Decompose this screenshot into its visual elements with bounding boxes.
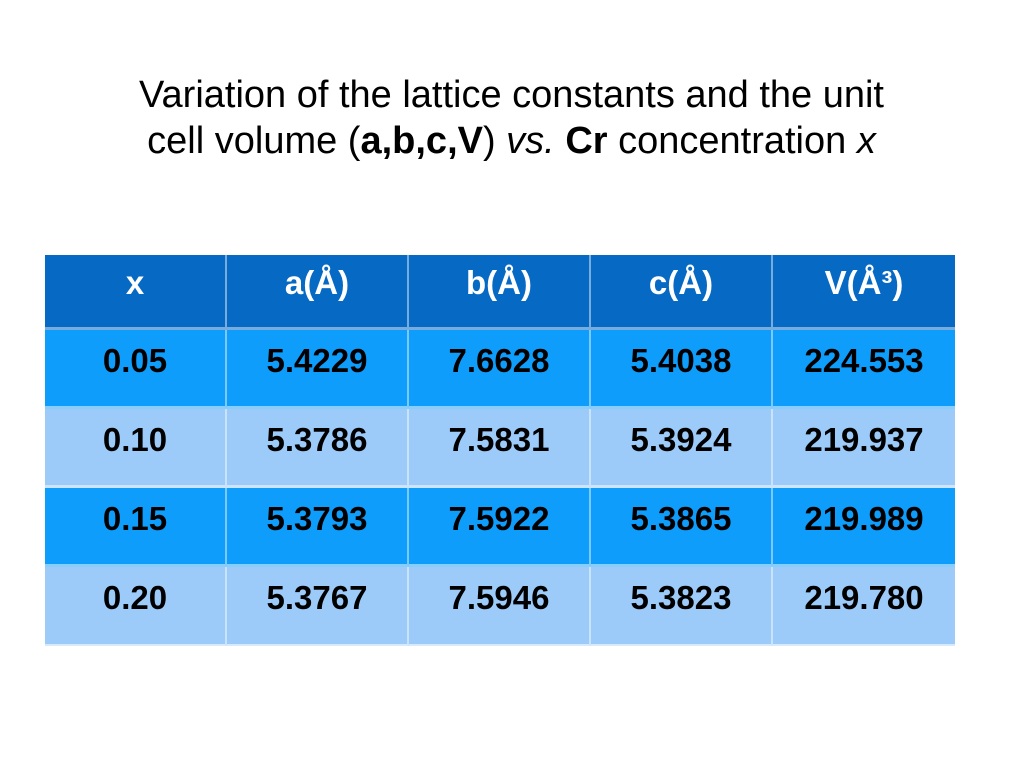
title-text-abcv: a,b,c,V xyxy=(360,120,483,162)
column-header-c: c(Å) xyxy=(591,255,773,330)
cell-x: 0.05 xyxy=(45,330,227,409)
title-text-vs: vs. xyxy=(495,120,566,162)
title-text-close-paren: ) xyxy=(482,120,496,162)
lattice-constants-table: x a(Å) b(Å) c(Å) V(Å³) 0.05 5.4229 7.662… xyxy=(45,255,955,646)
table-row-x015: 0.15 5.3793 7.5922 5.3865 219.989 xyxy=(45,488,955,567)
cell-c: 5.3924 xyxy=(591,409,773,488)
column-header-b: b(Å) xyxy=(409,255,591,330)
table-row-x005: 0.05 5.4229 7.6628 5.4038 224.553 xyxy=(45,330,955,409)
slide-title-line2: cell volume (a,b,c,V) vs. Cr concentrati… xyxy=(0,118,1023,164)
cell-a: 5.4229 xyxy=(227,330,409,409)
cell-a: 5.3767 xyxy=(227,567,409,646)
cell-c: 5.4038 xyxy=(591,330,773,409)
table-header-row: x a(Å) b(Å) c(Å) V(Å³) xyxy=(45,255,955,330)
title-text-concentration: concentration xyxy=(607,120,857,162)
cell-v: 219.780 xyxy=(773,567,955,646)
cell-a: 5.3793 xyxy=(227,488,409,567)
cell-c: 5.3865 xyxy=(591,488,773,567)
title-text-pre: cell volume ( xyxy=(147,120,361,162)
column-header-a: a(Å) xyxy=(227,255,409,330)
title-text-line1: Variation of the lattice constants and t… xyxy=(139,74,884,116)
cell-v: 219.989 xyxy=(773,488,955,567)
cell-x: 0.10 xyxy=(45,409,227,488)
slide-title-line1: Variation of the lattice constants and t… xyxy=(0,72,1023,118)
column-header-x: x xyxy=(45,255,227,330)
cell-x: 0.15 xyxy=(45,488,227,567)
cell-a: 5.3786 xyxy=(227,409,409,488)
title-text-cr: Cr xyxy=(565,120,608,162)
column-header-v: V(Å³) xyxy=(773,255,955,330)
cell-b: 7.5946 xyxy=(409,567,591,646)
cell-b: 7.5831 xyxy=(409,409,591,488)
slide-title: Variation of the lattice constants and t… xyxy=(0,72,1023,164)
cell-c: 5.3823 xyxy=(591,567,773,646)
table-row-x010: 0.10 5.3786 7.5831 5.3924 219.937 xyxy=(45,409,955,488)
cell-b: 7.6628 xyxy=(409,330,591,409)
table-row-x020: 0.20 5.3767 7.5946 5.3823 219.780 xyxy=(45,567,955,646)
cell-v: 224.553 xyxy=(773,330,955,409)
title-text-x: x xyxy=(856,120,876,162)
cell-x: 0.20 xyxy=(45,567,227,646)
cell-v: 219.937 xyxy=(773,409,955,488)
cell-b: 7.5922 xyxy=(409,488,591,567)
